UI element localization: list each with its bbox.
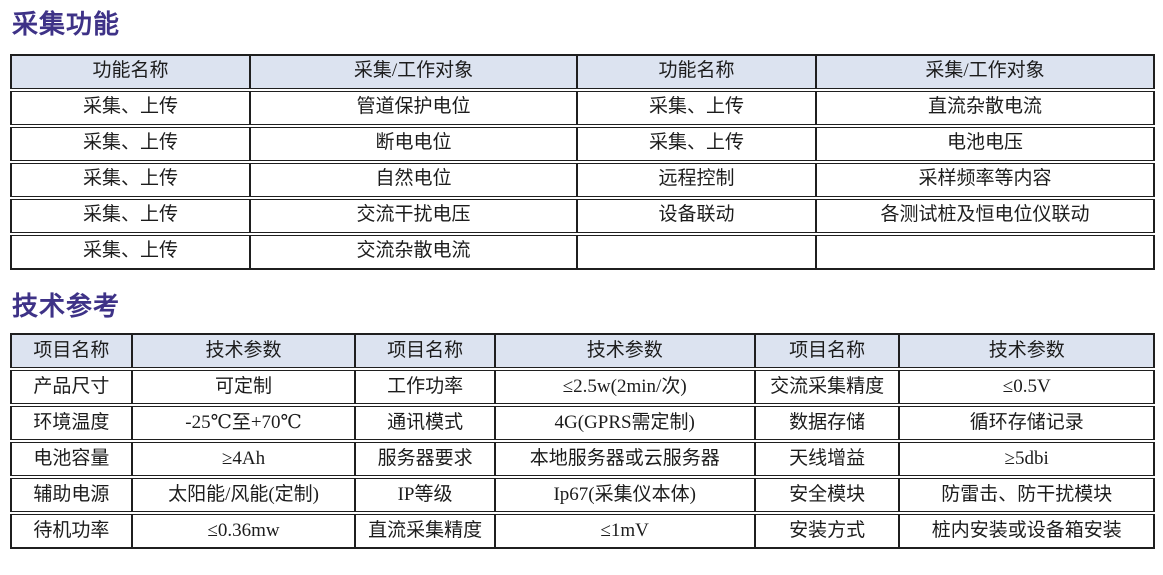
table-cell: 工作功率 [354, 369, 496, 407]
table-cell: 循环存储记录 [898, 405, 1155, 443]
table-row: 采集、上传 断电电位 采集、上传 电池电压 [9, 125, 1156, 164]
table-cell: 采集、上传 [9, 197, 252, 236]
collection-functions-table: 功能名称 采集/工作对象 功能名称 采集/工作对象 采集、上传 管道保护电位 采集、上传 直流… [9, 53, 1156, 270]
table-cell: 采集、上传 [9, 89, 252, 128]
table-cell [575, 233, 817, 269]
table-cell: ≤0.5V [898, 369, 1155, 407]
table-cell: 4G(GPRS需定制) [493, 405, 756, 443]
table-cell: ≥5dbi [898, 441, 1155, 479]
technical-reference-title: 技术参考 [12, 290, 121, 321]
table-row: 辅助电源 太阳能/风能(定制) IP等级 Ip67(采集仪本体) 安全模块 防雷击、防干扰… [10, 477, 1155, 515]
table-cell: ≤1mV [493, 513, 756, 548]
table-cell: 远程控制 [575, 161, 817, 200]
table-cell: 通讯模式 [354, 405, 496, 443]
column-header: 技术参数 [493, 334, 756, 371]
table-cell: 产品尺寸 [10, 369, 133, 407]
column-header: 技术参数 [898, 334, 1155, 371]
table-cell: 直流杂散电流 [814, 89, 1156, 128]
table-cell: 待机功率 [10, 513, 133, 548]
column-header: 项目名称 [354, 334, 496, 371]
table-cell: 采集、上传 [575, 125, 817, 164]
table-cell: 安全模块 [753, 477, 901, 515]
table-cell: IP等级 [354, 477, 496, 515]
table-row: 采集、上传 管道保护电位 采集、上传 直流杂散电流 [9, 89, 1156, 128]
table-cell: 管道保护电位 [249, 89, 578, 128]
technical-reference-table: 项目名称 技术参数 项目名称 技术参数 项目名称 技术参数 产品尺寸 可定制 工作功率 ≤2.5w… [10, 333, 1155, 549]
column-header: 功能名称 [9, 54, 252, 92]
table-cell: 交流干扰电压 [249, 197, 578, 236]
column-header: 项目名称 [753, 334, 901, 371]
spec-document-page: 采集功能 功能名称 采集/工作对象 功能名称 采集/工作对象 采集、上传 管道保护电位 采集… [9, 9, 1156, 549]
table-cell: 各测试桩及恒电位仪联动 [814, 197, 1156, 236]
header-row: 功能名称 采集/工作对象 功能名称 采集/工作对象 [9, 54, 1156, 92]
table-cell: -25℃至+70℃ [130, 405, 357, 443]
table-cell: 交流采集精度 [753, 369, 901, 407]
table-row: 产品尺寸 可定制 工作功率 ≤2.5w(2min/次) 交流采集精度 ≤0.5V [10, 369, 1155, 407]
table-cell: 天线增益 [753, 441, 901, 479]
table-cell: 电池容量 [10, 441, 133, 479]
table-cell: 本地服务器或云服务器 [493, 441, 756, 479]
table-cell: 环境温度 [10, 405, 133, 443]
table-cell: 直流采集精度 [354, 513, 496, 548]
column-header: 采集/工作对象 [814, 54, 1156, 92]
table-cell: 辅助电源 [10, 477, 133, 515]
table-row: 采集、上传 自然电位 远程控制 采样频率等内容 [9, 161, 1156, 200]
table-cell: 自然电位 [249, 161, 578, 200]
table-row: 采集、上传 交流杂散电流 [9, 233, 1156, 269]
column-header: 采集/工作对象 [249, 54, 578, 92]
table-cell: 设备联动 [575, 197, 817, 236]
column-header: 项目名称 [10, 334, 133, 371]
header-row: 项目名称 技术参数 项目名称 技术参数 项目名称 技术参数 [10, 334, 1155, 371]
table-row: 采集、上传 交流干扰电压 设备联动 各测试桩及恒电位仪联动 [9, 197, 1156, 236]
table-cell [814, 233, 1156, 269]
table-cell: 服务器要求 [354, 441, 496, 479]
table-cell: 安装方式 [753, 513, 901, 548]
table-cell: 电池电压 [814, 125, 1156, 164]
table-row: 待机功率 ≤0.36mw 直流采集精度 ≤1mV 安装方式 桩内安装或设备箱安装 [10, 513, 1155, 548]
table-cell: ≤2.5w(2min/次) [493, 369, 756, 407]
table-cell: 采集、上传 [575, 89, 817, 128]
table-cell: 断电电位 [249, 125, 578, 164]
table-cell: 可定制 [130, 369, 357, 407]
table-row: 电池容量 ≥4Ah 服务器要求 本地服务器或云服务器 天线增益 ≥5dbi [10, 441, 1155, 479]
table-cell: 采集、上传 [9, 233, 252, 269]
table-cell: 桩内安装或设备箱安装 [898, 513, 1155, 548]
table-cell: 采集、上传 [9, 161, 252, 200]
table-cell: ≥4Ah [130, 441, 357, 479]
table-cell: 交流杂散电流 [249, 233, 578, 269]
table-cell: 太阳能/风能(定制) [130, 477, 357, 515]
table-cell: 采样频率等内容 [814, 161, 1156, 200]
table-cell: 数据存储 [753, 405, 901, 443]
table-cell: ≤0.36mw [130, 513, 357, 548]
table-row: 环境温度 -25℃至+70℃ 通讯模式 4G(GPRS需定制) 数据存储 循环存储记录 [10, 405, 1155, 443]
table-cell: Ip67(采集仪本体) [493, 477, 756, 515]
table-cell: 防雷击、防干扰模块 [898, 477, 1155, 515]
table-cell: 采集、上传 [9, 125, 252, 164]
collection-functions-title: 采集功能 [12, 9, 121, 39]
column-header: 技术参数 [130, 334, 357, 371]
column-header: 功能名称 [575, 54, 817, 92]
